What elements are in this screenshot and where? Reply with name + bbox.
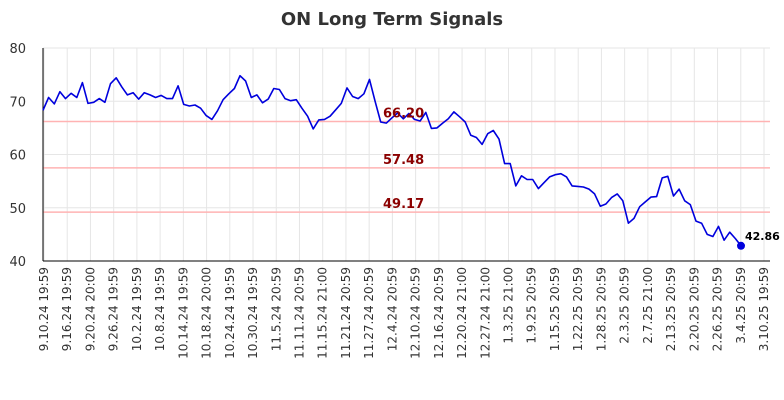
x-tick-label: 12.20.24 21:00 — [455, 267, 469, 359]
last-point-label: 42.86 — [745, 230, 780, 243]
price-line — [42, 74, 742, 247]
x-tick-label: 1.22.25 20:59 — [571, 267, 585, 351]
x-tick-label: 3.4.25 20:59 — [734, 267, 748, 344]
x-tick-label: 3.10.25 19:59 — [757, 267, 771, 351]
x-tick-label: 10.18.24 20:00 — [200, 267, 214, 359]
x-tick-label: 10.24.24 19:59 — [223, 267, 237, 359]
x-tick-label: 9.16.24 19:59 — [60, 267, 74, 351]
x-tick-label: 11.21.24 20:59 — [339, 267, 353, 359]
x-tick-label: 11.27.24 20:59 — [362, 267, 376, 359]
x-tick-label: 2.7.25 21:00 — [641, 267, 655, 344]
grid — [43, 47, 770, 262]
x-tick-label: 9.20.24 20:00 — [83, 267, 97, 351]
signal-label: 57.48 — [383, 153, 424, 168]
y-tick-label: 40 — [9, 255, 26, 270]
x-tick-label: 12.4.24 20:59 — [385, 267, 399, 351]
x-tick-label: 10.30.24 19:59 — [246, 267, 260, 359]
last-point-marker — [737, 241, 745, 250]
x-tick-label: 12.10.24 20:59 — [409, 267, 423, 359]
x-tick-label: 10.14.24 19:59 — [176, 267, 190, 359]
x-tick-label: 12.27.24 21:00 — [478, 267, 492, 359]
x-tick-label: 1.9.25 20:59 — [525, 267, 539, 344]
y-tick-label: 60 — [9, 149, 26, 164]
signal-label: 49.17 — [383, 197, 424, 212]
last-point-group: 42.86 — [737, 230, 780, 250]
x-tick-label: 9.10.24 19:59 — [37, 267, 51, 351]
axes — [42, 48, 770, 262]
signal-labels: 66.20 57.48 49.17 — [383, 106, 424, 212]
x-tick-label: 2.20.25 20:59 — [687, 267, 701, 351]
x-tick-label: 9.26.24 19:59 — [107, 267, 121, 351]
x-tick-label: 11.5.24 20:59 — [269, 267, 283, 351]
y-tick-label: 80 — [9, 42, 26, 57]
y-tick-label: 70 — [9, 95, 26, 110]
series — [42, 74, 742, 247]
x-tick-label: 1.28.25 20:59 — [594, 267, 608, 351]
x-tick-label: 2.26.25 20:59 — [711, 267, 725, 351]
x-tick-label: 10.2.24 19:59 — [130, 267, 144, 351]
x-axis-ticks: 9.10.24 19:59 9.16.24 19:59 9.20.24 20:00 9… — [37, 267, 771, 359]
x-tick-label: 10.8.24 19:59 — [153, 267, 167, 351]
x-tick-label: 1.15.25 20:59 — [548, 267, 562, 351]
y-tick-label: 50 — [9, 202, 26, 217]
chart-title: ON Long Term Signals — [281, 9, 503, 30]
x-tick-label: 1.3.25 21:00 — [502, 267, 516, 344]
x-tick-label: 2.3.25 20:59 — [618, 267, 632, 344]
x-tick-label: 12.16.24 20:59 — [432, 267, 446, 359]
y-axis-ticks: 40 50 60 70 80 — [9, 42, 26, 270]
signal-lines — [43, 120, 770, 213]
x-tick-label: 11.11.24 20:59 — [292, 267, 306, 359]
signal-label: 66.20 — [383, 106, 424, 121]
x-tick-label: 2.13.25 20:59 — [664, 267, 678, 351]
x-tick-label: 11.15.24 21:00 — [316, 267, 330, 359]
